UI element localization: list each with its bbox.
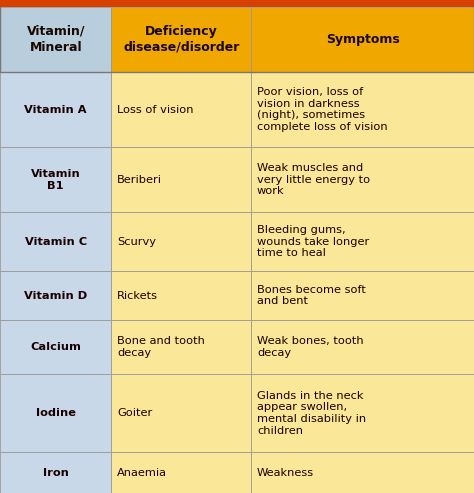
Bar: [0, 212, 111, 271]
Bar: [251, 271, 474, 320]
Text: Anaemia: Anaemia: [117, 467, 167, 478]
Text: Glands in the neck
appear swollen,
mental disability in
children: Glands in the neck appear swollen, menta…: [257, 391, 366, 436]
Text: Weakness: Weakness: [257, 467, 314, 478]
Bar: [111, 147, 251, 212]
Text: Iodine: Iodine: [36, 408, 76, 418]
Text: Goiter: Goiter: [117, 408, 152, 418]
Text: Vitamin D: Vitamin D: [24, 290, 87, 301]
Bar: [0, 320, 111, 374]
Bar: [251, 7, 474, 71]
Bar: [111, 212, 251, 271]
Bar: [0, 452, 111, 493]
Text: Weak bones, tooth
decay: Weak bones, tooth decay: [257, 336, 364, 358]
Bar: [251, 71, 474, 147]
Text: Bleeding gums,
wounds take longer
time to heal: Bleeding gums, wounds take longer time t…: [257, 225, 369, 258]
Text: Iron: Iron: [43, 467, 69, 478]
Bar: [111, 7, 251, 71]
Text: Poor vision, loss of
vision in darkness
(night), sometimes
complete loss of visi: Poor vision, loss of vision in darkness …: [257, 87, 388, 132]
Bar: [111, 320, 251, 374]
Text: Vitamin A: Vitamin A: [25, 105, 87, 114]
Bar: [0, 0, 474, 7]
Bar: [111, 71, 251, 147]
Bar: [0, 374, 111, 452]
Text: Symptoms: Symptoms: [326, 33, 400, 46]
Bar: [111, 452, 251, 493]
Text: Calcium: Calcium: [30, 342, 81, 352]
Bar: [251, 452, 474, 493]
Text: Scurvy: Scurvy: [117, 237, 156, 246]
Bar: [0, 147, 111, 212]
Text: Rickets: Rickets: [117, 290, 158, 301]
Bar: [111, 374, 251, 452]
Text: Vitamin C: Vitamin C: [25, 237, 87, 246]
Bar: [0, 7, 111, 71]
Text: Bone and tooth
decay: Bone and tooth decay: [117, 336, 205, 358]
Text: Bones become soft
and bent: Bones become soft and bent: [257, 285, 366, 306]
Bar: [251, 374, 474, 452]
Bar: [0, 71, 111, 147]
Text: Deficiency
disease/disorder: Deficiency disease/disorder: [123, 25, 239, 54]
Text: Vitamin
B1: Vitamin B1: [31, 169, 81, 190]
Text: Vitamin/
Mineral: Vitamin/ Mineral: [27, 25, 85, 54]
Bar: [0, 271, 111, 320]
Bar: [251, 147, 474, 212]
Bar: [251, 212, 474, 271]
Text: Beriberi: Beriberi: [117, 175, 162, 185]
Text: Weak muscles and
very little energy to
work: Weak muscles and very little energy to w…: [257, 163, 370, 196]
Bar: [111, 271, 251, 320]
Text: Loss of vision: Loss of vision: [117, 105, 193, 114]
Bar: [251, 320, 474, 374]
